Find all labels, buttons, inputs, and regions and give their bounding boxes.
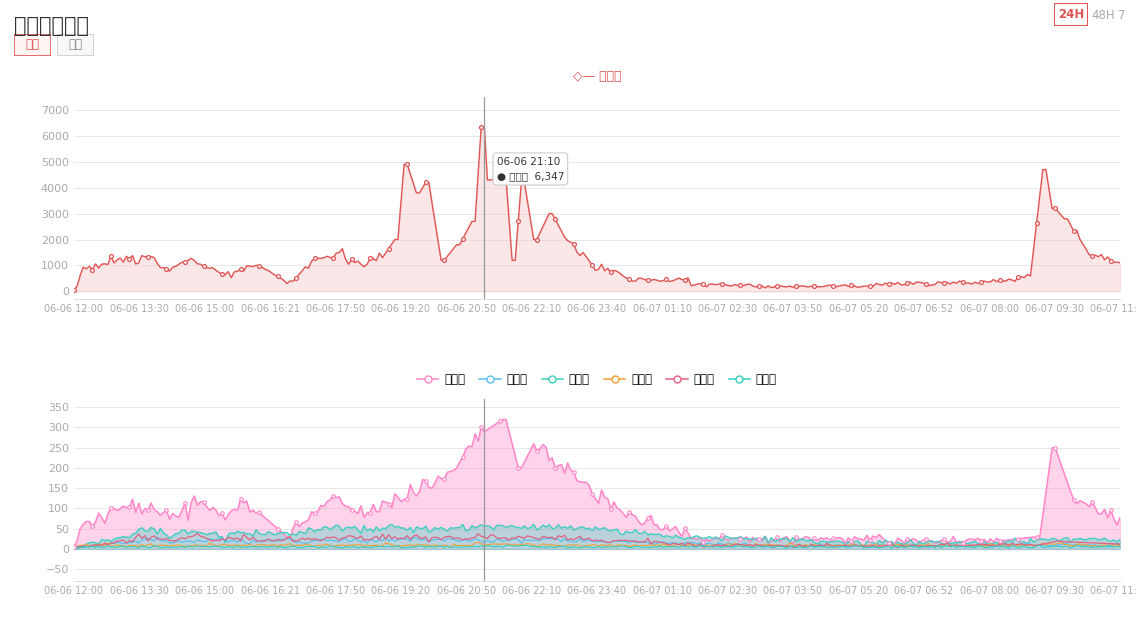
FancyBboxPatch shape bbox=[57, 34, 94, 56]
Text: 互动数据趋势: 互动数据趋势 bbox=[14, 16, 89, 36]
FancyBboxPatch shape bbox=[1054, 3, 1088, 26]
Text: 48H: 48H bbox=[1092, 9, 1115, 22]
Text: 06-06 21:10
● 播放数  6,347: 06-06 21:10 ● 播放数 6,347 bbox=[497, 156, 564, 181]
Text: 增量: 增量 bbox=[25, 39, 40, 51]
Legend: 弹幕数, 投币数, 收藏数, 评论数, 点赞数, 分享数: 弹幕数, 投币数, 收藏数, 评论数, 点赞数, 分享数 bbox=[413, 369, 781, 391]
FancyBboxPatch shape bbox=[14, 34, 51, 56]
Text: ◇— 播放数: ◇— 播放数 bbox=[573, 70, 621, 82]
Text: 24H: 24H bbox=[1057, 8, 1085, 21]
Text: 7: 7 bbox=[1118, 9, 1126, 22]
Text: 总量: 总量 bbox=[68, 39, 83, 51]
